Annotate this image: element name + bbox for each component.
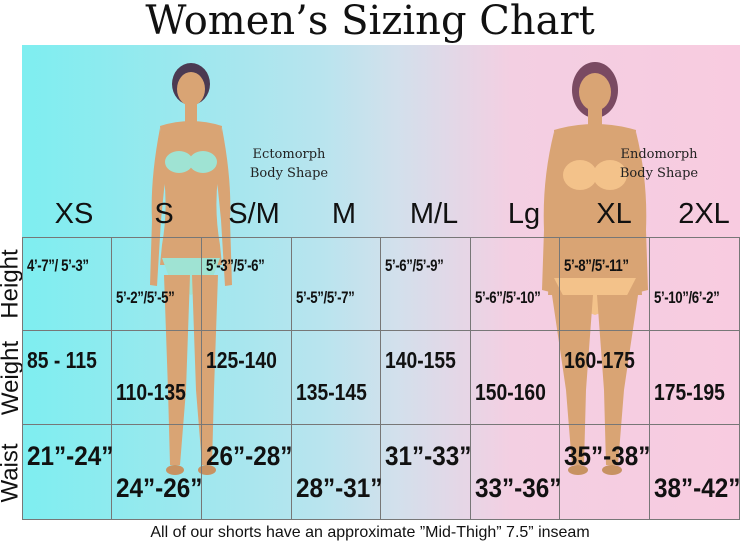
size-value: 175-195 <box>654 379 725 405</box>
size-header: S/M <box>228 198 280 230</box>
size-value: 5’-6”/5’-9” <box>385 256 444 275</box>
size-cell: 5’-8”/5’-11” <box>560 237 650 331</box>
size-value: 140-155 <box>385 347 456 373</box>
sizing-table: 4’-7”/ 5’-3” 5’-2”/5’-5” 5’-3”/5’-6” 5’-5”/… <box>22 237 740 520</box>
size-cell: 160-175 <box>560 331 650 425</box>
size-cell: 135-145 <box>292 331 381 425</box>
size-header: XL <box>596 198 632 230</box>
size-header: M/L <box>409 198 459 230</box>
size-value: 135-145 <box>296 379 367 405</box>
size-cell: 110-135 <box>112 331 202 425</box>
size-value: 5’-6”/5’-10” <box>475 288 541 307</box>
size-value: 38”-42” <box>654 473 740 503</box>
size-header: M <box>331 198 357 230</box>
chart-background: Ectomorph Body Shape Endomorph Body Shap… <box>22 45 740 520</box>
size-value: 5’-3”/5’-6” <box>206 256 265 275</box>
size-value: 33”-36” <box>475 473 562 503</box>
size-cell: 5’-2”/5’-5” <box>112 237 202 331</box>
size-value: 5’-5”/5’-7” <box>296 288 355 307</box>
size-cell: 5’-6”/5’-10” <box>471 237 560 331</box>
size-cell: 125-140 <box>202 331 292 425</box>
size-cell: 5’-6”/5’-9” <box>381 237 471 331</box>
endomorph-label: Endomorph Body Shape <box>619 147 699 181</box>
row-label-weight: Weight <box>0 340 25 416</box>
size-value: 4’-7”/ 5’-3” <box>27 256 89 275</box>
size-cell: 24”-26” <box>112 425 202 520</box>
size-cell: 85 - 115 <box>22 331 112 425</box>
size-value: 160-175 <box>564 347 635 373</box>
chart-title: Women’s Sizing Chart <box>145 0 595 44</box>
endomorph-figure <box>542 62 648 475</box>
size-value: 85 - 115 <box>27 347 97 373</box>
size-value: 110-135 <box>116 379 186 405</box>
size-value: 150-160 <box>475 379 546 405</box>
size-cell: 5’-3”/5’-6” <box>202 237 292 331</box>
size-cell: 21”-24” <box>22 425 114 520</box>
size-header: 2XL <box>678 198 730 230</box>
size-value: 5’-2”/5’-5” <box>116 288 175 307</box>
size-value: 26”-28” <box>206 441 293 471</box>
ectomorph-figure <box>150 63 232 475</box>
inseam-footnote: All of our shorts have an approximate ”M… <box>150 524 590 541</box>
size-header: Lg <box>507 198 541 230</box>
size-header: S <box>154 198 174 230</box>
size-cell: 140-155 <box>381 331 471 425</box>
size-cell: 28”-31” <box>292 425 383 520</box>
row-label-height: Height <box>0 249 24 319</box>
row-label-waist: Waist <box>0 442 25 503</box>
size-cell: 5’-5”/5’-7” <box>292 237 381 331</box>
size-cell: 38”-42” <box>650 425 740 520</box>
size-value: 21”-24” <box>27 441 114 471</box>
size-cell: 4’-7”/ 5’-3” <box>22 237 112 331</box>
ectomorph-label: Ectomorph Body Shape <box>249 147 329 181</box>
size-value: 125-140 <box>206 347 277 373</box>
size-value: 31”-33” <box>385 441 472 471</box>
size-value: 35”-38” <box>564 441 651 471</box>
size-value: 5’-8”/5’-11” <box>564 256 629 275</box>
size-value: 24”-26” <box>116 473 203 503</box>
size-cell: 33”-36” <box>471 425 562 520</box>
size-cell: 5’-10”/6’-2” <box>650 237 740 331</box>
size-header: XS <box>54 198 94 230</box>
size-value: 5’-10”/6’-2” <box>654 288 720 307</box>
size-cell: 26”-28” <box>202 425 292 520</box>
size-cell: 175-195 <box>650 331 740 425</box>
size-cell: 31”-33” <box>381 425 471 520</box>
size-value: 28”-31” <box>296 473 383 503</box>
size-cell: 150-160 <box>471 331 560 425</box>
size-cell: 35”-38” <box>560 425 650 520</box>
